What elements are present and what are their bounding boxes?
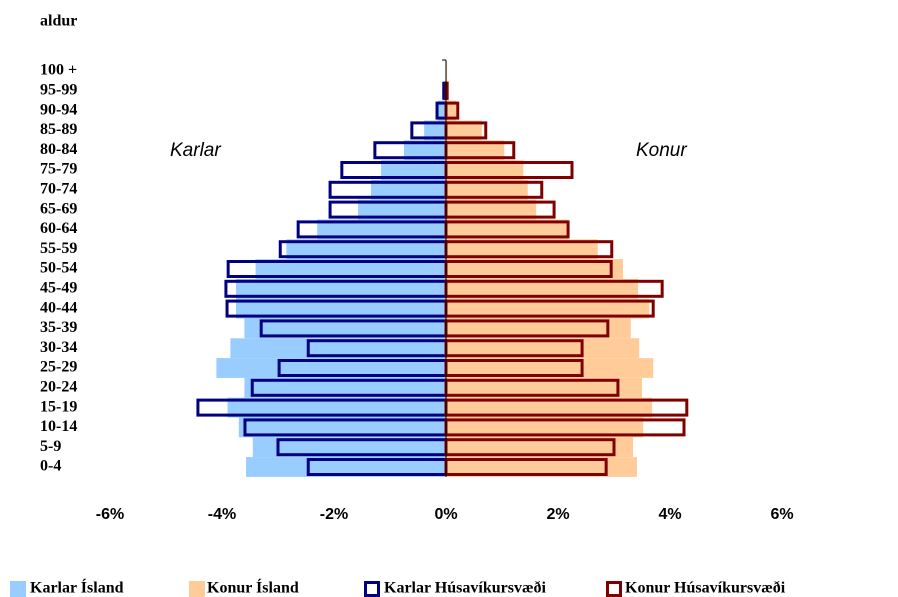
- bar: [446, 199, 537, 220]
- bar: [238, 417, 446, 438]
- bar: [216, 358, 446, 378]
- y-tick-label: 20-24: [40, 378, 77, 395]
- x-tick-label: -4%: [208, 506, 236, 523]
- bar: [446, 100, 457, 121]
- bar: [446, 259, 623, 279]
- bar: [446, 358, 654, 378]
- bar: [446, 298, 650, 319]
- y-tick-label: 25-29: [40, 359, 77, 376]
- bar: [446, 179, 528, 200]
- y-tick-label: 35-39: [40, 319, 77, 336]
- legend-label: Karlar Húsavíkursvæði: [384, 580, 547, 597]
- legend-label: Karlar Ísland: [30, 578, 124, 597]
- bar: [252, 437, 446, 458]
- x-tick-label: -2%: [320, 506, 348, 523]
- bar: [446, 239, 598, 260]
- bar: [446, 437, 634, 458]
- bar: [446, 338, 640, 359]
- bar: [246, 457, 446, 477]
- y-tick-label: 70-74: [40, 180, 77, 197]
- legend-label: Konur Ísland: [207, 578, 299, 597]
- annotation: Karlar: [170, 140, 221, 161]
- y-tick-label: 100 +: [40, 62, 77, 79]
- bar: [446, 140, 505, 161]
- bar: [446, 417, 644, 438]
- bar: [255, 259, 446, 279]
- y-tick-label: 15-19: [40, 398, 77, 415]
- bar: [370, 179, 446, 200]
- y-tick-label: 5-9: [40, 438, 61, 455]
- y-tick-label: 60-64: [40, 220, 77, 237]
- bar: [446, 377, 642, 398]
- y-tick-label: 75-79: [40, 161, 77, 178]
- y-tick-label: 65-69: [40, 200, 77, 217]
- x-tick-label: -6%: [96, 506, 124, 523]
- bar: [446, 397, 653, 418]
- bar: [446, 61, 448, 81]
- bar: [446, 160, 524, 180]
- bar: [317, 219, 446, 240]
- bar: [438, 100, 446, 121]
- bar: [446, 318, 631, 339]
- y-tick-label: 90-94: [40, 101, 77, 118]
- bar: [230, 338, 446, 359]
- bar: [424, 120, 446, 141]
- y-axis-label: aldur: [40, 13, 77, 30]
- bar: [244, 318, 446, 339]
- x-tick-label: 0%: [434, 506, 457, 523]
- y-tick-label: 45-49: [40, 279, 77, 296]
- y-tick-label: 40-44: [40, 299, 77, 316]
- legend-swatch: [606, 581, 622, 597]
- y-tick-label: 95-99: [40, 81, 77, 98]
- legend-label: Konur Húsavíkursvæði: [625, 580, 786, 597]
- bar: [227, 397, 446, 418]
- x-tick-label: 4%: [658, 506, 681, 523]
- y-tick-label: 0-4: [40, 458, 61, 475]
- bar: [244, 377, 446, 398]
- bar: [446, 457, 637, 477]
- bar: [358, 199, 446, 220]
- y-tick-label: 30-34: [40, 339, 77, 356]
- annotation: Konur: [636, 140, 687, 161]
- y-tick-label: 80-84: [40, 141, 77, 158]
- bar: [446, 278, 639, 299]
- y-tick-label: 85-89: [40, 121, 77, 138]
- y-tick-label: 50-54: [40, 260, 77, 277]
- bar: [446, 120, 482, 141]
- legend-swatch: [364, 581, 380, 597]
- x-tick-label: 6%: [770, 506, 793, 523]
- bar: [446, 219, 569, 240]
- legend-swatch: [189, 581, 205, 597]
- bar: [286, 239, 446, 260]
- y-tick-label: 55-59: [40, 240, 77, 257]
- bar: [236, 278, 446, 299]
- legend-swatch: [10, 581, 26, 597]
- x-tick-label: 2%: [546, 506, 569, 523]
- bar: [236, 298, 446, 319]
- y-tick-label: 10-14: [40, 418, 77, 435]
- bar: [381, 160, 446, 180]
- bar: [404, 140, 446, 161]
